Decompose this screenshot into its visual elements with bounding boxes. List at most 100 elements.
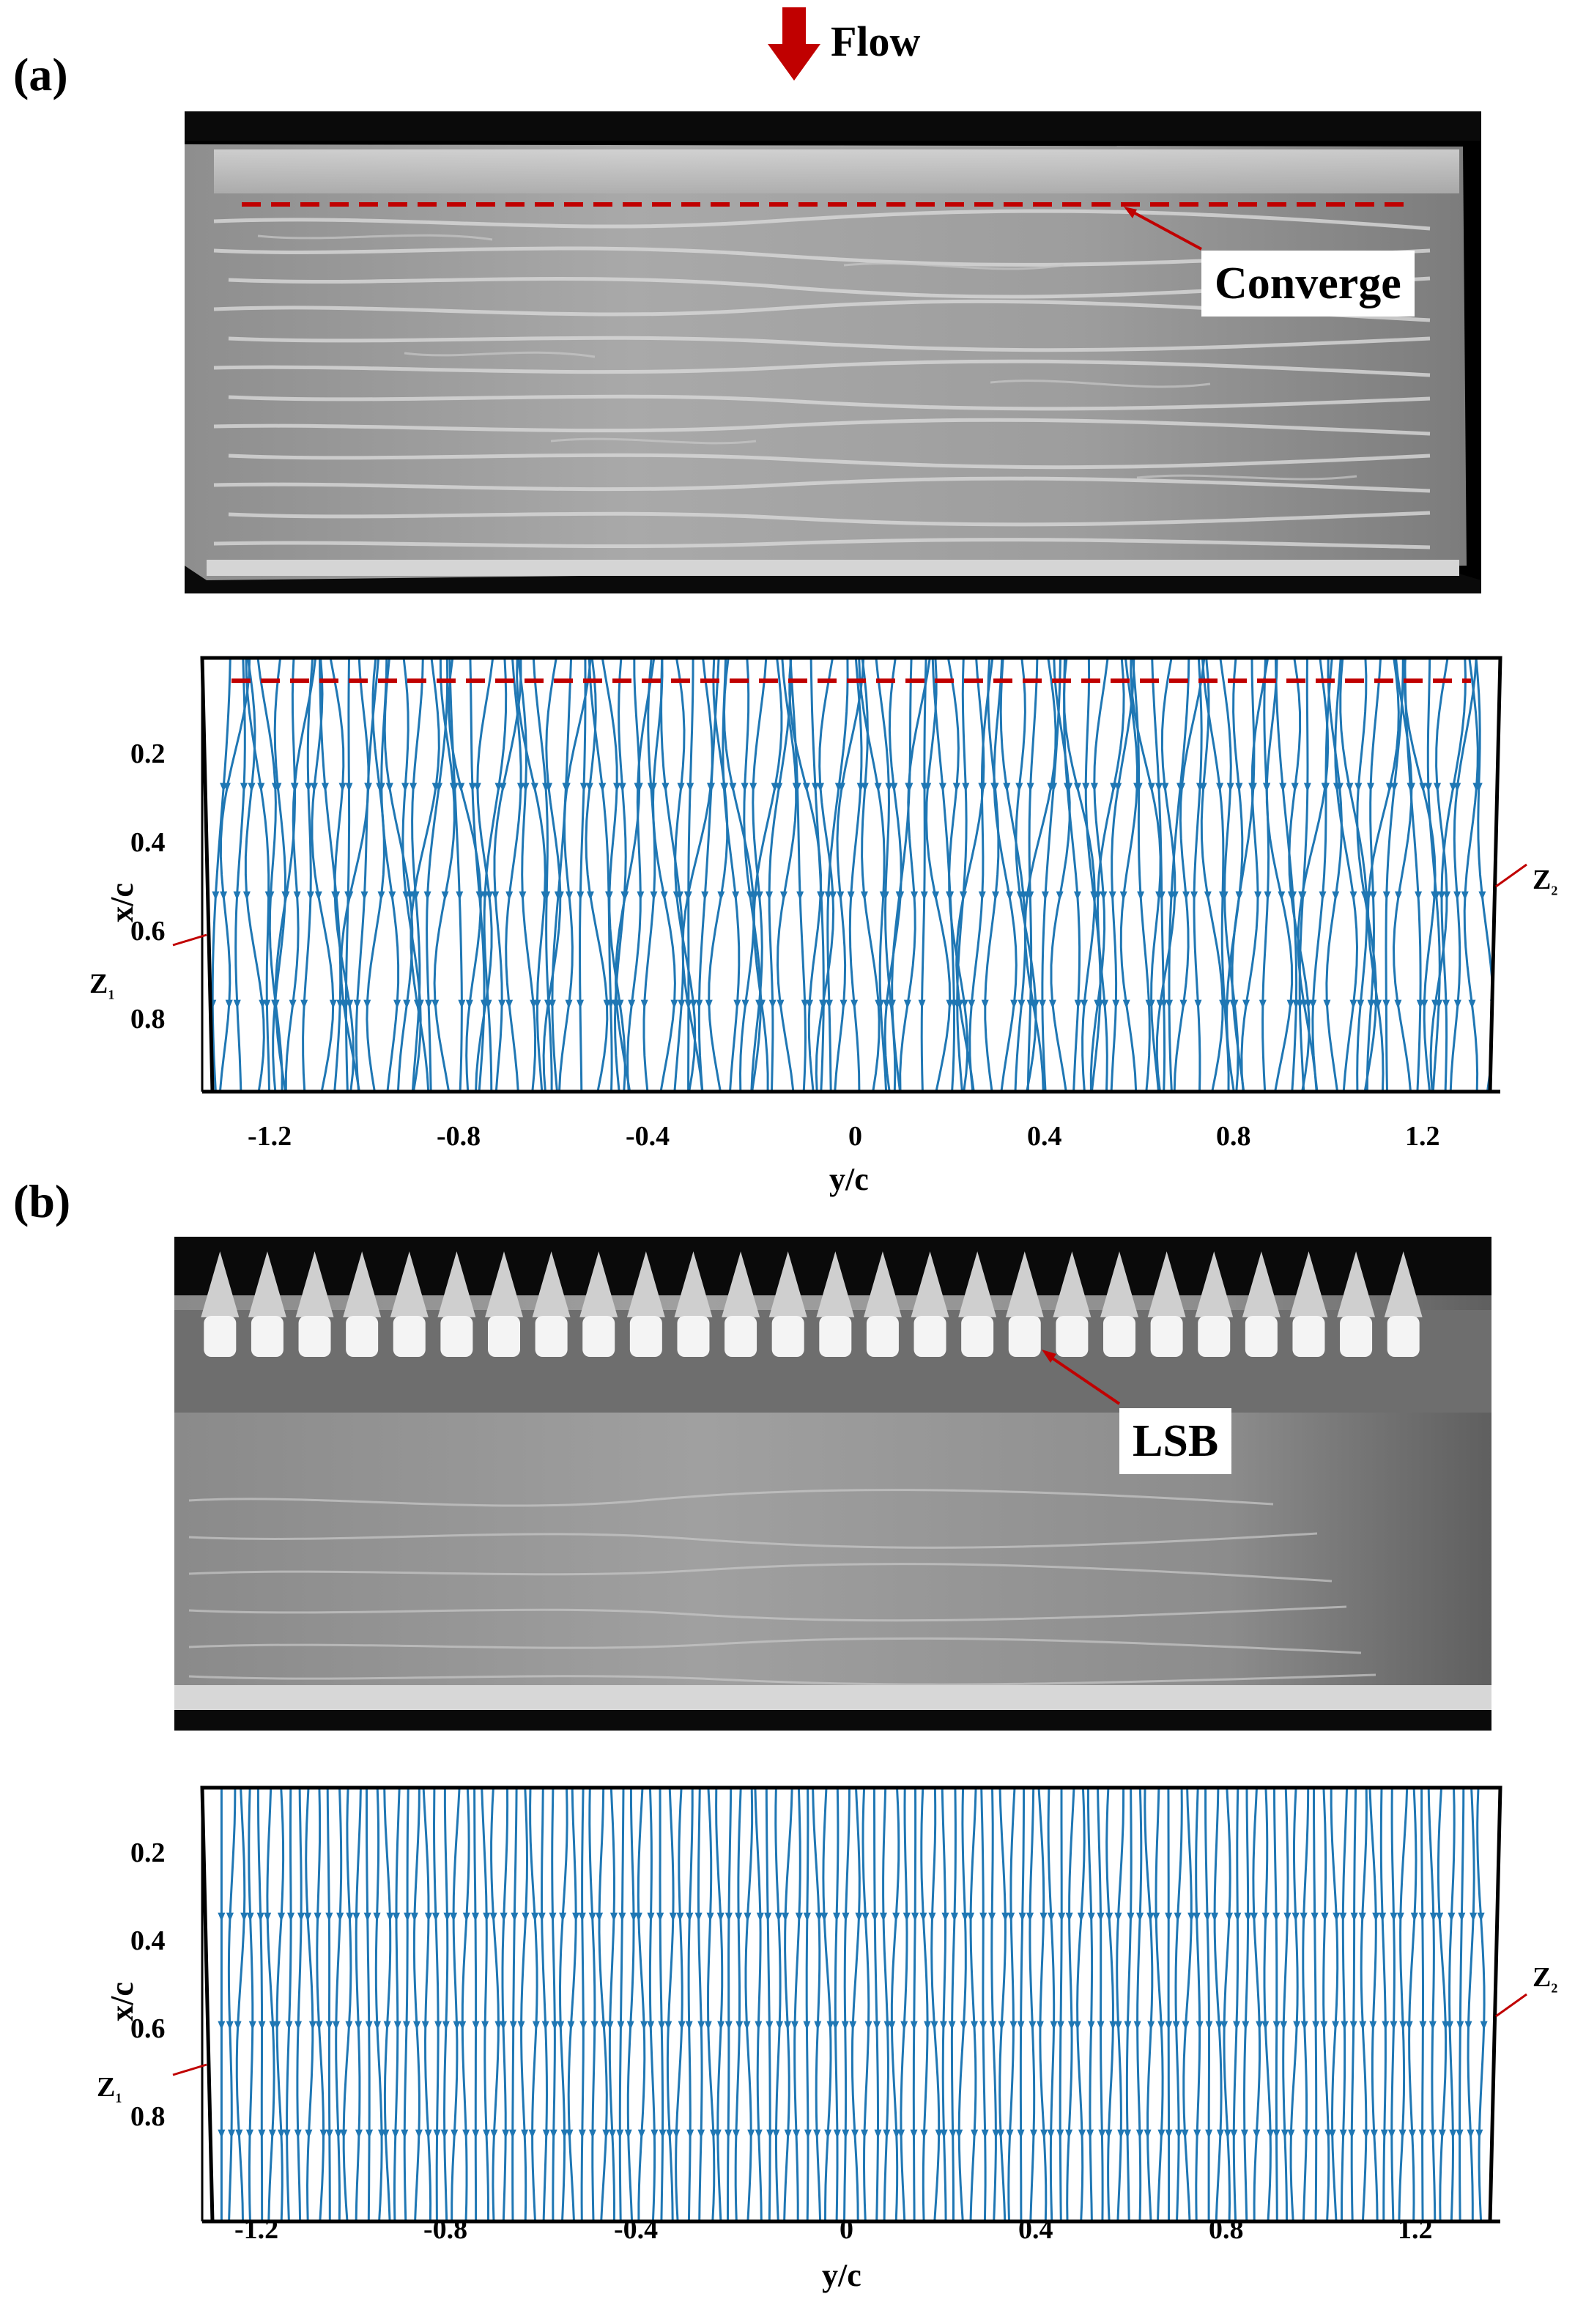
streamline xyxy=(697,1787,703,2222)
streamline-arrow xyxy=(1229,999,1237,1009)
streamline-arrow xyxy=(578,1912,586,1922)
streamline xyxy=(984,657,1000,1092)
streamline-arrow xyxy=(855,1912,863,1922)
streamline-arrow xyxy=(560,2129,568,2139)
streamline-arrow xyxy=(840,999,848,1009)
streamline xyxy=(697,657,720,1092)
streamline-arrow xyxy=(1348,2129,1356,2139)
streamline xyxy=(891,657,913,1092)
streamline-arrow xyxy=(1234,1912,1242,1922)
streamline-arrow xyxy=(651,2129,659,2139)
streamline-arrow xyxy=(494,2021,503,2030)
streamline xyxy=(626,657,656,1092)
streamline-arrow xyxy=(1358,1912,1366,1922)
streamline xyxy=(660,657,685,1092)
streamline-arrow xyxy=(793,2129,801,2139)
lsb-blob xyxy=(1245,1316,1278,1357)
streamline-arrow xyxy=(861,782,869,792)
streamline-arrow xyxy=(1026,782,1034,792)
streamline-arrow xyxy=(749,782,757,792)
streamline-arrow xyxy=(1182,891,1190,900)
streamline-arrow xyxy=(1100,891,1108,900)
streamline xyxy=(1182,1787,1193,2222)
lsb-blob xyxy=(914,1316,946,1357)
streamline-arrow xyxy=(364,782,372,792)
streamline-arrow xyxy=(338,782,346,792)
streamline-arrow xyxy=(502,2129,510,2139)
streamline-arrow xyxy=(410,891,418,900)
streamline-arrow xyxy=(1475,2129,1483,2139)
serration-tooth xyxy=(863,1251,902,1317)
streamline-arrow xyxy=(363,999,371,1009)
streamline-arrow xyxy=(388,891,396,900)
streamline xyxy=(754,1787,763,2222)
streamline-arrow xyxy=(443,1912,451,1922)
streamline-arrow xyxy=(465,999,473,1009)
streamline-arrow xyxy=(1114,782,1122,792)
streamline xyxy=(1076,1787,1086,2222)
streamline-arrow xyxy=(585,782,593,792)
streamline-arrow xyxy=(910,2129,918,2139)
serration-tooth xyxy=(1100,1251,1138,1317)
streamline xyxy=(1062,657,1096,1092)
streamline-arrow xyxy=(610,1912,618,1922)
streamline-arrow xyxy=(441,891,449,900)
panel-a-xlabel: y/c xyxy=(829,1161,869,1197)
serration-tooth xyxy=(295,1251,334,1317)
streamline-arrow xyxy=(782,1912,790,1922)
streamline-arrow xyxy=(1339,2129,1347,2139)
streamline-arrow xyxy=(903,1912,911,1922)
streamline xyxy=(532,657,553,1092)
streamline-arrow xyxy=(618,782,626,792)
serration-tooth xyxy=(390,1251,429,1317)
streamline-arrow xyxy=(1040,1912,1048,1922)
streamline xyxy=(461,1787,470,2222)
streamline-arrow xyxy=(1240,2129,1248,2139)
streamline-arrow xyxy=(1235,782,1243,792)
streamline-arrow xyxy=(1442,999,1450,1009)
streamline-arrow xyxy=(511,1912,519,1922)
streamline-arrow xyxy=(1394,891,1402,900)
streamline xyxy=(805,1787,809,2222)
streamline-arrow xyxy=(563,782,571,792)
streamline-arrow xyxy=(1187,1912,1196,1922)
streamline xyxy=(1174,1787,1183,2222)
streamline-arrow xyxy=(551,2021,559,2030)
streamline-arrow xyxy=(849,2021,857,2030)
streamline-arrow xyxy=(315,2021,323,2030)
lsb-blob xyxy=(1292,1316,1325,1357)
streamline-arrow xyxy=(766,2129,774,2139)
streamline-arrow xyxy=(498,999,506,1009)
streamline xyxy=(882,1787,889,2222)
streamline-arrow xyxy=(522,1912,530,1922)
streamline-arrow xyxy=(920,2129,928,2139)
streamline-arrow xyxy=(1179,999,1187,1009)
panel-a-xticklabel: 0.8 xyxy=(1216,1121,1251,1152)
streamline-arrow xyxy=(801,999,809,1009)
streamline xyxy=(432,1787,440,2222)
streamline-arrow xyxy=(519,891,527,900)
streamline-arrow xyxy=(293,891,301,900)
streamline-arrow xyxy=(277,2129,285,2139)
streamline-arrow xyxy=(1082,782,1090,792)
streamline xyxy=(1116,1787,1125,2222)
streamline-arrow xyxy=(336,1912,344,1922)
streamline-arrow xyxy=(602,2129,610,2139)
streamline-arrow xyxy=(1242,999,1250,1009)
streamline-arrow xyxy=(1058,1912,1066,1922)
streamline-arrow xyxy=(373,2021,381,2030)
streamline-arrow xyxy=(1073,891,1081,900)
streamline-arrow xyxy=(1390,2021,1398,2030)
streamline-arrow xyxy=(415,2129,423,2139)
streamline-arrow xyxy=(647,2021,655,2030)
streamline xyxy=(826,657,849,1092)
streamline xyxy=(1037,1787,1048,2222)
streamline-arrow xyxy=(892,2129,900,2139)
streamline-arrow xyxy=(1283,1912,1292,1922)
streamline-arrow xyxy=(905,782,913,792)
streamline-arrow xyxy=(729,782,737,792)
streamline-arrow xyxy=(1094,891,1102,900)
streamline-arrow xyxy=(1029,2129,1037,2139)
streamline xyxy=(1420,1788,1424,2222)
streamline-arrow xyxy=(669,1912,677,1922)
